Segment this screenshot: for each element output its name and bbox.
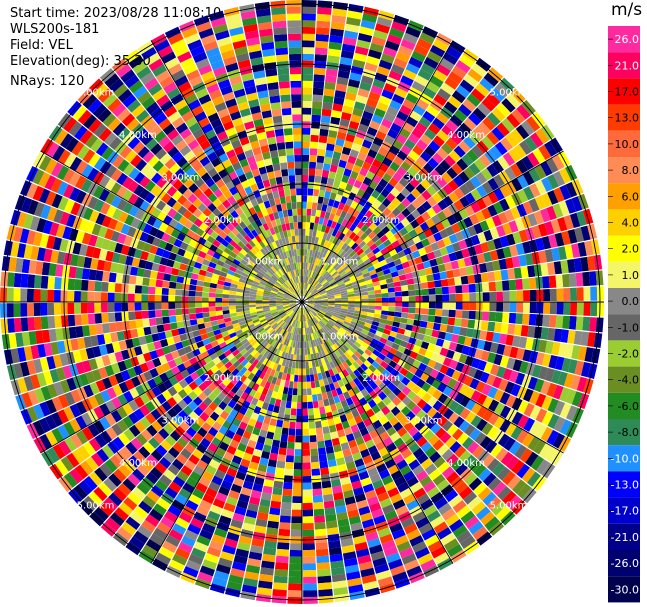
field-label: Field: VEL — [10, 38, 73, 53]
range-ring-label: 5.00km — [77, 88, 115, 99]
colorbar-tick-label: 2.0 — [622, 243, 640, 256]
colorbar-tick-label: -21.0 — [611, 531, 639, 544]
colorbar-tick-label: -2.0 — [618, 348, 639, 361]
range-ring-label: 5.00km — [77, 500, 115, 511]
range-ring-label: 3.00km — [405, 172, 443, 183]
colorbar-tick-label: 21.0 — [615, 59, 640, 72]
ppi-gates — [0, 0, 604, 604]
colorbar-tick-label: 4.0 — [622, 217, 640, 230]
colorbar-tick-label: -1.0 — [618, 321, 639, 334]
colorbar-tick-label: -8.0 — [618, 426, 639, 439]
colorbar-tick-label: 17.0 — [615, 86, 640, 99]
range-ring-label: 2.00km — [362, 215, 400, 226]
range-ring-label: 2.00km — [362, 373, 400, 384]
colorbar-tick-label: -17.0 — [611, 505, 639, 518]
colorbar-swatch — [608, 471, 640, 498]
range-ring-label: 2.00km — [204, 215, 242, 226]
colorbar-swatch — [608, 576, 640, 603]
colorbar-swatch — [608, 392, 640, 419]
colorbar-swatch — [608, 209, 640, 236]
nrays-label: NRays: 120 — [10, 74, 85, 89]
colorbar-swatch — [608, 130, 640, 157]
range-ring-label: 1.00km — [321, 331, 359, 342]
range-ring-label: 1.00km — [321, 257, 359, 268]
range-ring-label: 3.00km — [161, 416, 199, 427]
colorbar-tick-label: 1.0 — [622, 269, 640, 282]
range-ring-label: 4.00km — [119, 130, 157, 141]
range-ring-label: 4.00km — [119, 458, 157, 469]
range-ring-label: 5.00km — [490, 88, 528, 99]
colorbar-swatch — [608, 104, 640, 131]
colorbar-tick-label: -4.0 — [618, 374, 639, 387]
colorbar-tick-label: 10.0 — [615, 138, 640, 151]
colorbar-swatch — [608, 340, 640, 367]
range-ring-label: 1.00km — [246, 331, 284, 342]
colorbar-swatch — [608, 26, 640, 53]
range-ring-label: 3.00km — [405, 416, 443, 427]
colorbar-swatch — [608, 366, 640, 393]
colorbar-tick-label: 0.0 — [622, 295, 640, 308]
colorbar-tick-label: -6.0 — [618, 400, 639, 413]
start-time-label: Start time: 2023/08/28 11:08:10 — [10, 6, 222, 21]
range-ring-label: 1.00km — [246, 257, 284, 268]
colorbar-unit: m/s — [611, 0, 643, 20]
colorbar-tick-label: 13.0 — [615, 112, 640, 125]
colorbar-swatch — [608, 157, 640, 184]
range-ring-label: 5.00km — [490, 500, 528, 511]
scan-info: Start time: 2023/08/28 11:08:10 WLS200s-… — [10, 6, 221, 90]
colorbar-swatch — [608, 235, 640, 262]
range-ring-label: 3.00km — [161, 172, 199, 183]
colorbar-tick-label: -13.0 — [611, 479, 639, 492]
colorbar-swatch — [608, 550, 640, 577]
site-label: WLS200s-181 — [10, 22, 100, 37]
colorbar-swatch — [608, 523, 640, 550]
range-ring-label: 2.00km — [204, 373, 242, 384]
colorbar-tick-label: -10.0 — [611, 452, 639, 465]
colorbar-tick-label: 26.0 — [615, 33, 640, 46]
colorbar-tick-label: -30.0 — [611, 583, 639, 596]
range-ring-label: 4.00km — [447, 458, 485, 469]
colorbar-swatch — [608, 52, 640, 79]
colorbar-tick-label: 6.0 — [622, 190, 640, 203]
colorbar-swatch — [608, 497, 640, 524]
colorbar-swatch — [608, 445, 640, 472]
colorbar-swatch — [608, 314, 640, 341]
range-ring-label: 4.00km — [447, 130, 485, 141]
colorbar: 26.0 21.0 17.0 13.0 10.0 8.0 6.0 4.0 2.0 1.0 0.0 -1… — [608, 26, 640, 603]
elevation-label: Elevation(deg): 35.30 — [10, 54, 151, 69]
colorbar-swatch — [608, 261, 640, 288]
colorbar-tick-label: 8.0 — [622, 164, 640, 177]
colorbar-tick-label: -26.0 — [611, 557, 639, 570]
colorbar-swatch — [608, 78, 640, 105]
colorbar-swatch — [608, 288, 640, 315]
ppi-grid — [0, 0, 604, 604]
colorbar-swatch — [608, 183, 640, 210]
colorbar-swatch — [608, 419, 640, 446]
